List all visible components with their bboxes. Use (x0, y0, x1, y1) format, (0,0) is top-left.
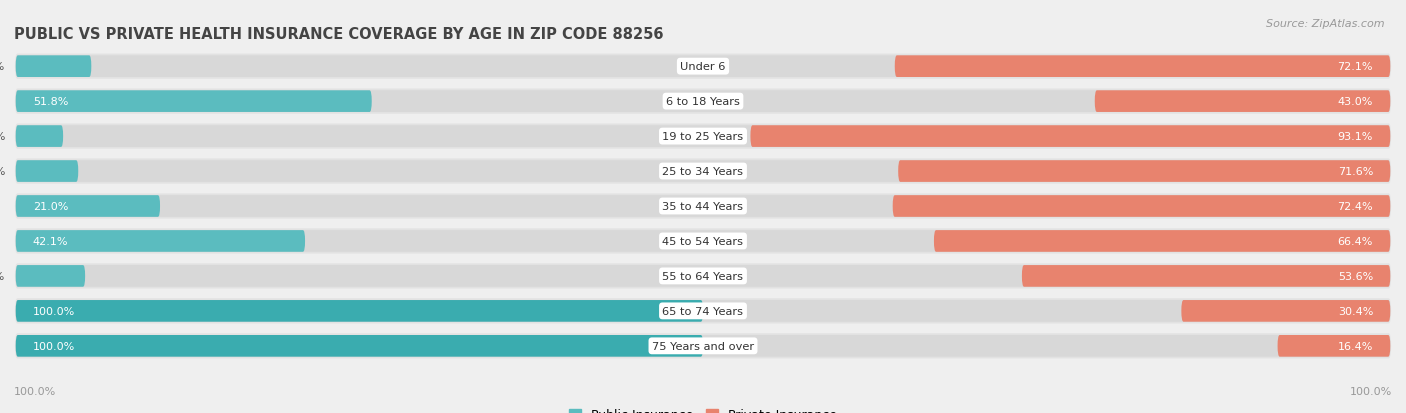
Text: 72.4%: 72.4% (1337, 202, 1374, 211)
FancyBboxPatch shape (934, 230, 1391, 252)
Text: 19 to 25 Years: 19 to 25 Years (662, 132, 744, 142)
FancyBboxPatch shape (893, 196, 1391, 217)
FancyBboxPatch shape (15, 266, 86, 287)
FancyBboxPatch shape (15, 196, 1391, 217)
Text: 93.1%: 93.1% (1337, 132, 1374, 142)
Text: 66.4%: 66.4% (1337, 236, 1374, 247)
FancyBboxPatch shape (15, 91, 371, 113)
FancyBboxPatch shape (15, 161, 1391, 183)
FancyBboxPatch shape (15, 230, 1391, 252)
Text: 55 to 64 Years: 55 to 64 Years (662, 271, 744, 281)
Text: 71.6%: 71.6% (1337, 166, 1374, 177)
FancyBboxPatch shape (15, 56, 91, 78)
FancyBboxPatch shape (15, 230, 305, 252)
Text: 75 Years and over: 75 Years and over (652, 341, 754, 351)
FancyBboxPatch shape (15, 333, 1391, 358)
FancyBboxPatch shape (15, 335, 703, 357)
Text: 6 to 18 Years: 6 to 18 Years (666, 97, 740, 107)
FancyBboxPatch shape (1022, 266, 1391, 287)
Text: 100.0%: 100.0% (32, 341, 75, 351)
FancyBboxPatch shape (15, 126, 63, 147)
FancyBboxPatch shape (15, 196, 160, 217)
FancyBboxPatch shape (15, 126, 1391, 147)
Text: 21.0%: 21.0% (32, 202, 69, 211)
FancyBboxPatch shape (898, 161, 1391, 183)
Text: 53.6%: 53.6% (1339, 271, 1374, 281)
Text: 30.4%: 30.4% (1337, 306, 1374, 316)
FancyBboxPatch shape (15, 124, 1391, 150)
FancyBboxPatch shape (751, 126, 1391, 147)
Text: 100.0%: 100.0% (32, 306, 75, 316)
Text: 72.1%: 72.1% (1337, 62, 1374, 72)
FancyBboxPatch shape (1095, 91, 1391, 113)
FancyBboxPatch shape (894, 56, 1391, 78)
Text: 6.9%: 6.9% (0, 132, 6, 142)
Text: PUBLIC VS PRIVATE HEALTH INSURANCE COVERAGE BY AGE IN ZIP CODE 88256: PUBLIC VS PRIVATE HEALTH INSURANCE COVER… (14, 26, 664, 41)
FancyBboxPatch shape (15, 55, 1391, 80)
FancyBboxPatch shape (15, 229, 1391, 254)
Text: 11.0%: 11.0% (0, 62, 6, 72)
Text: 100.0%: 100.0% (1350, 387, 1392, 396)
FancyBboxPatch shape (15, 263, 1391, 289)
Text: 10.1%: 10.1% (0, 271, 6, 281)
Text: Source: ZipAtlas.com: Source: ZipAtlas.com (1267, 19, 1385, 28)
FancyBboxPatch shape (15, 299, 1391, 324)
Text: 42.1%: 42.1% (32, 236, 69, 247)
Text: 43.0%: 43.0% (1337, 97, 1374, 107)
FancyBboxPatch shape (15, 89, 1391, 114)
Text: 35 to 44 Years: 35 to 44 Years (662, 202, 744, 211)
FancyBboxPatch shape (15, 335, 1391, 357)
FancyBboxPatch shape (15, 266, 1391, 287)
FancyBboxPatch shape (15, 56, 1391, 78)
Text: 45 to 54 Years: 45 to 54 Years (662, 236, 744, 247)
FancyBboxPatch shape (1181, 300, 1391, 322)
Text: 16.4%: 16.4% (1337, 341, 1374, 351)
Text: 51.8%: 51.8% (32, 97, 69, 107)
FancyBboxPatch shape (15, 91, 1391, 113)
FancyBboxPatch shape (15, 159, 1391, 184)
Text: 9.1%: 9.1% (0, 166, 6, 177)
Text: 25 to 34 Years: 25 to 34 Years (662, 166, 744, 177)
Text: 100.0%: 100.0% (14, 387, 56, 396)
FancyBboxPatch shape (15, 300, 703, 322)
FancyBboxPatch shape (15, 161, 79, 183)
Text: 65 to 74 Years: 65 to 74 Years (662, 306, 744, 316)
FancyBboxPatch shape (15, 194, 1391, 219)
FancyBboxPatch shape (1278, 335, 1391, 357)
Legend: Public Insurance, Private Insurance: Public Insurance, Private Insurance (564, 404, 842, 413)
FancyBboxPatch shape (15, 300, 1391, 322)
Text: Under 6: Under 6 (681, 62, 725, 72)
